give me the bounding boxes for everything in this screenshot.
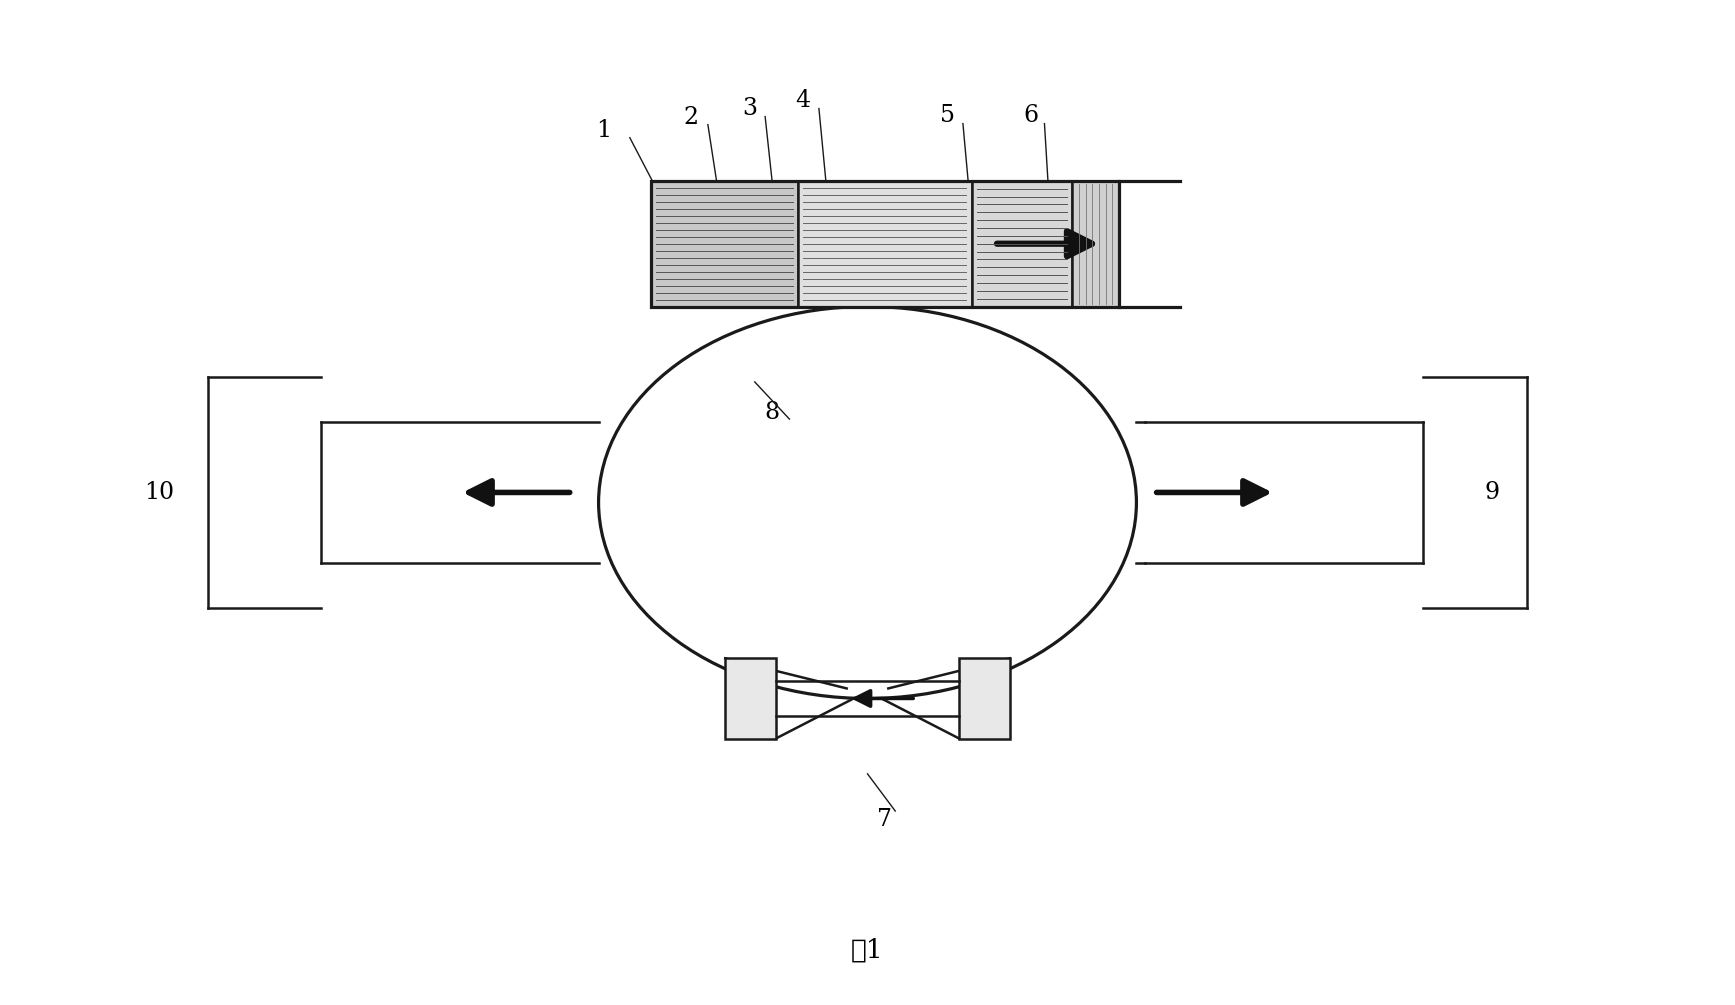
Text: 3: 3 xyxy=(743,97,756,120)
Text: 9: 9 xyxy=(1485,481,1499,504)
Text: 5: 5 xyxy=(940,105,954,127)
Text: 10: 10 xyxy=(144,481,175,504)
Text: 7: 7 xyxy=(878,808,892,830)
Bar xyxy=(725,658,776,739)
Bar xyxy=(972,181,1072,307)
Bar xyxy=(959,658,1010,739)
Bar xyxy=(1072,181,1119,307)
Text: 2: 2 xyxy=(684,107,697,129)
Bar xyxy=(651,181,1119,307)
Text: 8: 8 xyxy=(765,401,779,423)
Text: 6: 6 xyxy=(1024,105,1038,127)
Text: 4: 4 xyxy=(796,89,810,112)
Bar xyxy=(798,181,972,307)
Text: 1: 1 xyxy=(597,120,611,142)
Bar xyxy=(651,181,798,307)
Text: 图1: 图1 xyxy=(852,938,883,962)
